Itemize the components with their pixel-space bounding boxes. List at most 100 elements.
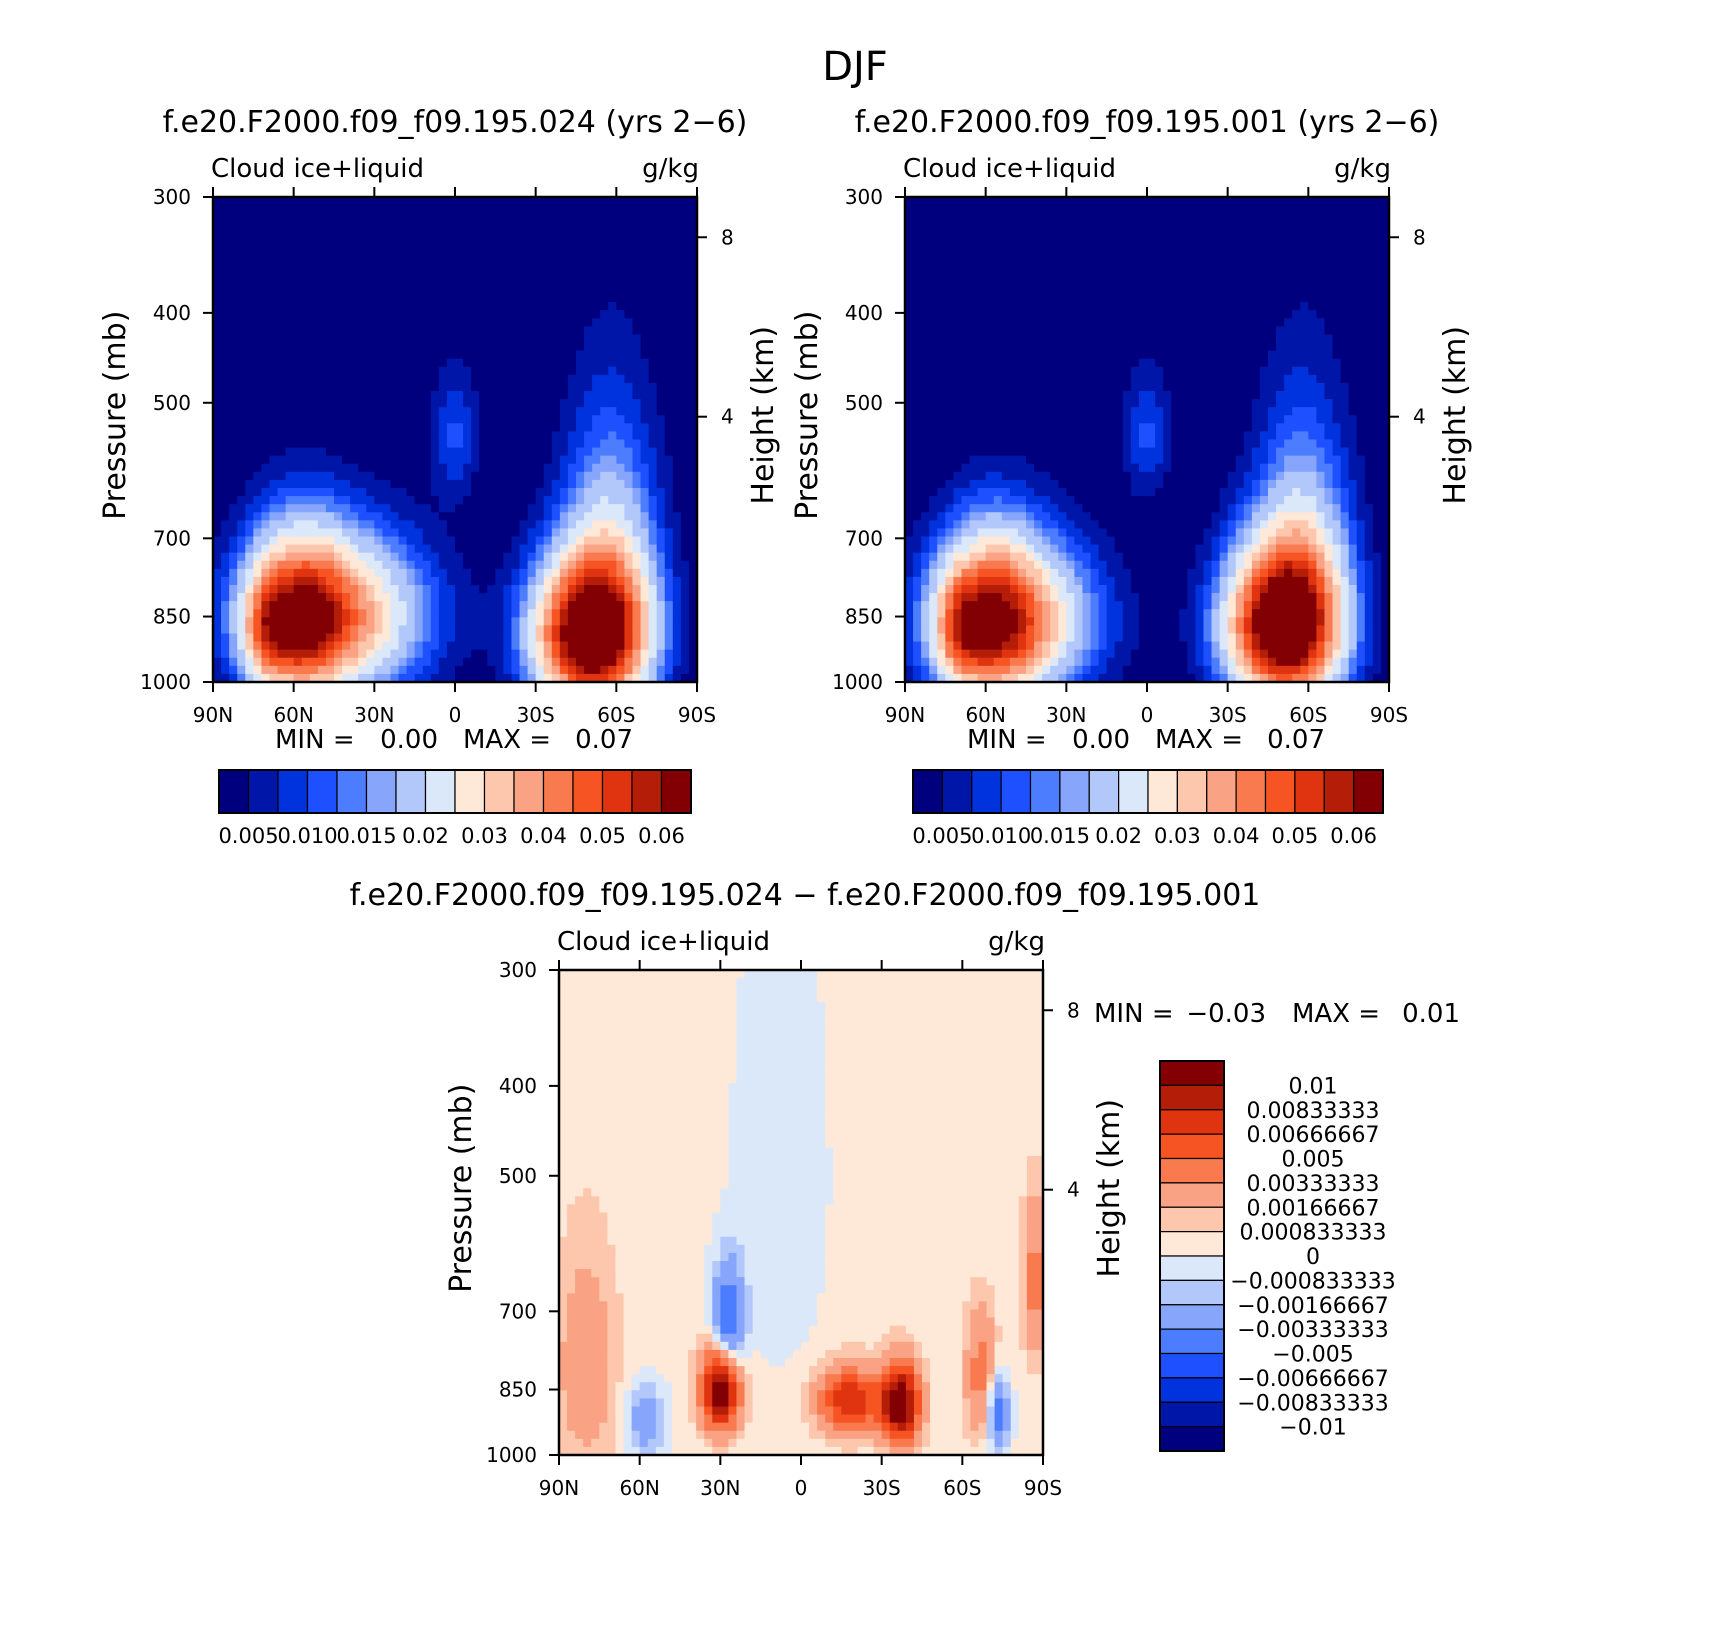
contour-cell: [680, 391, 690, 400]
contour-cell: [680, 528, 690, 538]
contour-cell: [390, 261, 400, 271]
contour-cell: [977, 294, 987, 303]
contour-cell: [358, 205, 367, 214]
contour-cell: [624, 552, 634, 562]
contour-cell: [1163, 277, 1172, 287]
contour-cell: [463, 318, 472, 327]
contour-cell: [519, 415, 529, 424]
contour-cell: [221, 391, 230, 400]
contour-cell: [519, 261, 529, 271]
contour-cell: [1187, 197, 1196, 206]
contour-cell: [559, 601, 569, 610]
contour-cell: [382, 447, 392, 457]
contour-cell: [672, 431, 682, 441]
contour-cell: [414, 374, 424, 384]
contour-cell: [567, 310, 577, 319]
contour-cell: [293, 391, 303, 400]
y2-tick-label: 8: [721, 225, 734, 249]
contour-cell: [293, 593, 303, 602]
figure-title: DJF: [822, 44, 888, 90]
contour-cell: [398, 407, 408, 416]
contour-cell: [277, 294, 287, 303]
contour-cell: [1009, 229, 1019, 239]
contour-cell: [1147, 229, 1156, 239]
contour-cell: [672, 560, 682, 570]
contour-cell: [1243, 237, 1253, 247]
contour-cell: [1050, 294, 1059, 303]
contour-cell: [277, 528, 287, 538]
contour-cell: [1268, 342, 1277, 352]
contour-cell: [1324, 221, 1334, 230]
contour-cell: [1235, 261, 1245, 271]
contour-cell: [664, 617, 674, 627]
contour-cell: [221, 407, 230, 416]
contour-cell: [285, 536, 295, 546]
contour-cell: [269, 399, 279, 408]
contour-cell: [1187, 334, 1196, 344]
contour-cell: [1001, 310, 1011, 319]
contour-cell: [422, 657, 432, 667]
contour-cell: [325, 285, 335, 295]
contour-cell: [309, 601, 319, 610]
contour-cell: [511, 455, 521, 465]
contour-cell: [269, 334, 279, 344]
contour-cell: [511, 374, 521, 384]
contour-cell: [479, 423, 488, 433]
contour-cell: [366, 326, 375, 336]
contour-cell: [430, 415, 440, 424]
contour-cell: [616, 310, 625, 319]
contour-cell: [1251, 318, 1261, 327]
contour-cell: [390, 358, 400, 368]
contour-cell: [1259, 366, 1269, 376]
contour-cell: [438, 245, 448, 255]
contour-cell: [576, 237, 585, 247]
contour-cell: [463, 649, 472, 659]
contour-cell: [406, 302, 416, 311]
contour-cell: [1243, 221, 1253, 230]
contour-cell: [414, 568, 424, 578]
contour-cell: [1276, 261, 1285, 271]
contour-cell: [317, 237, 327, 247]
contour-cell: [961, 334, 971, 344]
contour-cell: [414, 399, 424, 408]
contour-cell: [1195, 245, 1205, 255]
contour-cell: [1171, 294, 1180, 303]
contour-cell: [1138, 221, 1148, 230]
contour-cell: [487, 407, 496, 416]
contour-cell: [576, 197, 585, 206]
contour-cell: [463, 407, 472, 416]
contour-cell: [567, 374, 577, 384]
contour-cell: [592, 552, 601, 562]
contour-cell: [640, 641, 650, 651]
contour-cell: [1042, 334, 1051, 344]
contour-cell: [463, 439, 472, 449]
contour-cell: [277, 221, 287, 230]
contour-cell: [301, 568, 311, 578]
contour-cell: [229, 213, 238, 222]
contour-cell: [503, 544, 513, 554]
contour-cell: [221, 269, 230, 279]
contour-cell: [624, 625, 634, 635]
contour-cell: [390, 318, 400, 327]
contour-cell: [535, 302, 545, 311]
contour-cell: [1276, 294, 1285, 303]
contour-cell: [905, 253, 914, 263]
contour-cell: [648, 358, 658, 368]
contour-cell: [1243, 269, 1253, 279]
contour-cell: [1163, 245, 1172, 255]
contour-cell: [398, 253, 408, 263]
contour-cell: [414, 277, 424, 287]
contour-cell: [221, 261, 230, 271]
contour-cell: [672, 366, 682, 376]
contour-cell: [495, 633, 504, 643]
contour-cell: [519, 496, 529, 505]
contour-cell: [277, 649, 287, 659]
contour-cell: [301, 391, 311, 400]
contour-cell: [1074, 318, 1084, 327]
contour-cell: [656, 431, 666, 441]
contour-cell: [688, 302, 698, 311]
contour-cell: [229, 504, 238, 513]
contour-cell: [559, 358, 569, 368]
contour-cell: [471, 221, 480, 230]
contour-cell: [543, 269, 553, 279]
